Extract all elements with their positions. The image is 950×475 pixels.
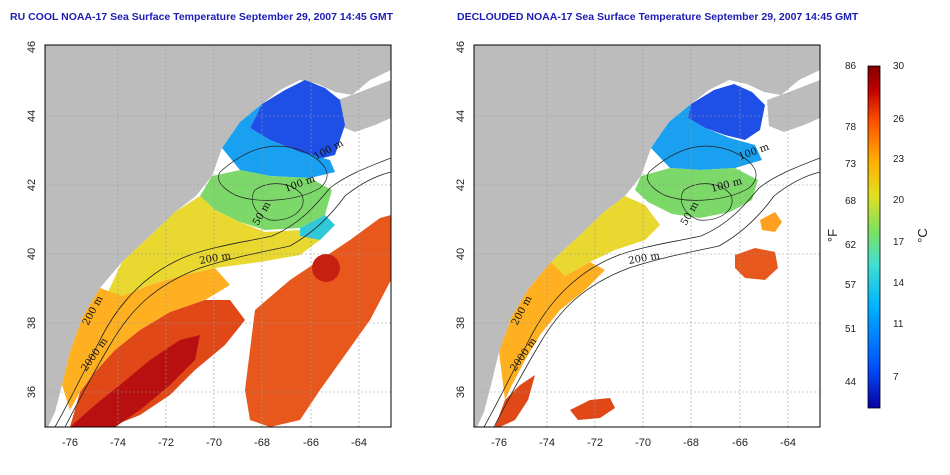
right-isobath-bank bbox=[680, 183, 733, 221]
colorbar-gradient bbox=[867, 65, 881, 409]
colorbar-celsius-unit: °C bbox=[914, 228, 930, 243]
right-sst-gulf-stream-patch bbox=[495, 375, 535, 427]
right-lat-tick: 42 bbox=[455, 179, 467, 191]
colorbar-c-tick: 30 bbox=[893, 61, 905, 72]
left-map-frame bbox=[44, 44, 392, 428]
left-lat-tick: 44 bbox=[26, 110, 38, 122]
right-lat-ticks: 46 44 42 40 38 36 bbox=[455, 41, 467, 398]
left-isobath-gom bbox=[218, 145, 328, 201]
right-lon-tick: -66 bbox=[732, 437, 748, 449]
colorbar-fahrenheit-unit: °F bbox=[825, 228, 841, 243]
right-land-nova-scotia bbox=[767, 80, 820, 132]
right-map-frame bbox=[473, 44, 821, 428]
left-lat-tick: 38 bbox=[26, 317, 38, 329]
colorbar-c-tick: 14 bbox=[893, 278, 905, 289]
right-lon-tick: -76 bbox=[491, 437, 507, 449]
right-panel-title: DECLOUDED NOAA-17 Sea Surface Temperatur… bbox=[457, 11, 859, 23]
right-lat-tick: 44 bbox=[455, 110, 467, 122]
right-isobath-shelf bbox=[483, 157, 820, 427]
right-grid bbox=[474, 45, 820, 427]
right-sst-slope bbox=[499, 262, 605, 400]
colorbar-f-tick: 44 bbox=[845, 377, 857, 388]
colorbar-f-tick: 51 bbox=[845, 324, 857, 335]
colorbar-c-tick: 23 bbox=[893, 154, 905, 165]
left-sst-gulf-of-maine-cold bbox=[250, 80, 345, 160]
left-isobath-bank bbox=[251, 183, 304, 221]
right-sst-offshore-small bbox=[760, 212, 782, 232]
right-sst-gulf-of-maine-cold bbox=[688, 84, 765, 140]
colorbar-f-tick: 57 bbox=[845, 280, 857, 291]
right-sst-gulf-of-maine-cool bbox=[651, 104, 762, 170]
left-isobath-shelf bbox=[54, 157, 391, 427]
colorbar bbox=[867, 65, 881, 409]
left-map: 100 m 100 m 50 m 200 m 200 m 2000 m 46 4… bbox=[26, 41, 392, 449]
left-sst-offshore-warm bbox=[245, 215, 391, 427]
colorbar-f-tick: 73 bbox=[845, 159, 857, 170]
right-land bbox=[474, 45, 820, 427]
right-sst-shelf-warm bbox=[551, 196, 660, 276]
colorbar-c-tick: 26 bbox=[893, 114, 905, 125]
right-map: 100 m 100 m 50 m 200 m 200 m 2000 m 46 4… bbox=[455, 41, 821, 449]
left-sst-gulf-of-maine-cool bbox=[222, 104, 335, 178]
left-sst-gulf-stream-core bbox=[70, 335, 200, 427]
left-isobath-slope bbox=[64, 171, 391, 427]
right-lat-tick: 40 bbox=[455, 248, 467, 260]
left-lon-tick: -76 bbox=[62, 437, 78, 449]
right-lon-tick: -74 bbox=[539, 437, 555, 449]
right-lat-tick: 46 bbox=[455, 41, 467, 53]
left-lon-tick: -70 bbox=[206, 437, 222, 449]
right-lon-tick: -72 bbox=[587, 437, 603, 449]
right-sst-offshore-patch bbox=[735, 248, 778, 280]
left-lon-ticks: -76 -74 -72 -70 -68 -66 -64 bbox=[62, 437, 367, 449]
right-lon-tick: -70 bbox=[635, 437, 651, 449]
right-isobath-gom bbox=[647, 145, 757, 201]
colorbar-c-tick: 11 bbox=[893, 319, 904, 330]
colorbar-f-tick: 78 bbox=[845, 122, 857, 133]
left-sst-warm-eddy bbox=[312, 254, 340, 282]
left-panel-title: RU COOL NOAA-17 Sea Surface Temperature … bbox=[10, 11, 394, 23]
colorbar-c-tick: 7 bbox=[893, 372, 899, 383]
right-sst-south-patch bbox=[570, 398, 615, 420]
left-lon-tick: -64 bbox=[351, 437, 367, 449]
left-lat-tick: 42 bbox=[26, 179, 38, 191]
left-sst-slope bbox=[62, 268, 230, 410]
left-land-nova-scotia bbox=[338, 80, 391, 132]
left-lat-tick: 36 bbox=[26, 386, 38, 398]
right-sst-georges-bank bbox=[635, 168, 758, 218]
right-lat-tick: 38 bbox=[455, 317, 467, 329]
colorbar-f-tick: 68 bbox=[845, 196, 857, 207]
right-lon-ticks: -76 -74 -72 -70 -68 -66 -64 bbox=[491, 437, 796, 449]
left-lat-tick: 40 bbox=[26, 248, 38, 260]
left-lon-tick: -72 bbox=[158, 437, 174, 449]
colorbar-c-tick: 20 bbox=[893, 195, 905, 206]
right-lon-tick: -64 bbox=[780, 437, 796, 449]
right-lon-tick: -68 bbox=[683, 437, 699, 449]
left-grid bbox=[45, 45, 391, 427]
colorbar-f-tick: 86 bbox=[845, 61, 857, 72]
colorbar-f-tick: 62 bbox=[845, 240, 857, 251]
right-isobath-slope bbox=[493, 171, 820, 427]
left-lon-tick: -66 bbox=[303, 437, 319, 449]
left-lat-tick: 46 bbox=[26, 41, 38, 53]
right-lat-tick: 36 bbox=[455, 386, 467, 398]
left-lon-tick: -68 bbox=[254, 437, 270, 449]
left-lon-tick: -74 bbox=[110, 437, 126, 449]
left-lat-ticks: 46 44 42 40 38 36 bbox=[26, 41, 38, 398]
left-land bbox=[45, 45, 391, 427]
colorbar-c-tick: 17 bbox=[893, 237, 905, 248]
